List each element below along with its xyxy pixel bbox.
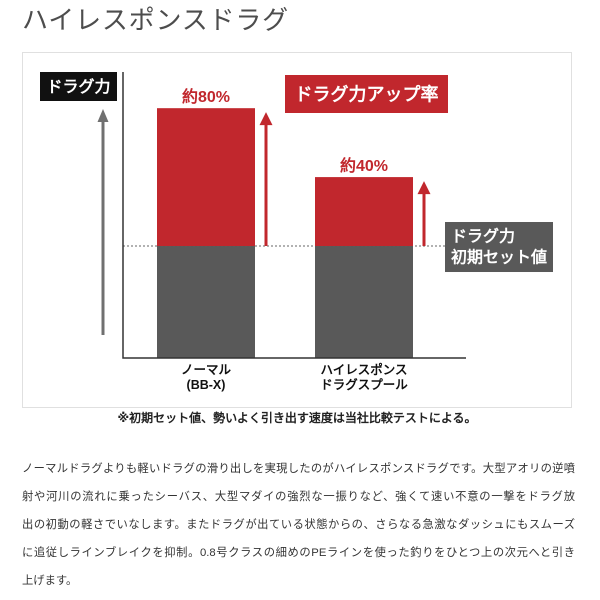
- data-label-normal-bb-x: 約80%: [182, 87, 230, 106]
- data-label-high-response-drag-spool: 約40%: [340, 156, 388, 175]
- data-labels: 約80% 約40%: [182, 87, 388, 175]
- description-line: に追従しラインブレイクを抑制。0.8号クラスの細めのPEラインを使った釣りをひと…: [22, 547, 575, 559]
- description-paragraph: ノーマルドラグよりも軽いドラグの滑り出しを実現したのがハイレスポンスドラグです。…: [22, 455, 575, 595]
- arrow-up-icon: [417, 181, 431, 195]
- increase-arrow-normal-bb-x: [259, 112, 273, 247]
- bar-initial-set-value-high-response-drag-spool: [315, 246, 413, 358]
- x-tick-label-high-response-drag-spool: ハイレスポンスドラグスプール: [320, 362, 408, 392]
- x-tick-label-line: (BB-X): [187, 378, 226, 392]
- arrow-up-icon: [97, 109, 109, 122]
- chart-footnote: ※初期セット値、勢いよく引き出す速度は当社比較テストによる。: [117, 411, 477, 425]
- initial-set-value-badge: [445, 222, 553, 273]
- drag-force-chart: ドラグ力 約80% 約40% ノーマル(BB-X) ハイレスポンスドラグスプール ド…: [40, 72, 553, 392]
- y-axis-direction-arrow: [97, 109, 109, 335]
- initial-set-value-label-line: ドラグ力: [451, 227, 515, 246]
- initial-set-value-label: ドラグ力 初期セット値: [451, 227, 547, 267]
- drag-increase-badge: [285, 75, 448, 113]
- chart-axes: [122, 72, 466, 359]
- x-tick-label-normal-bb-x: ノーマル(BB-X): [181, 363, 232, 392]
- x-tick-label-line: ハイレスポンス: [320, 362, 407, 377]
- y-axis-label: ドラグ力: [46, 77, 110, 96]
- y-axis-label-background: [40, 72, 117, 101]
- description-line: 上げます。: [22, 575, 78, 587]
- page-title: ハイレスポンスドラグ: [22, 6, 289, 35]
- y-axis-label-badge: ドラグ力: [40, 72, 117, 101]
- description-line: 出の初動の軽さでいなします。またドラグが出ている状態からの、さらなる急激なダッシ…: [22, 519, 575, 531]
- bar-drag-increase-high-response-drag-spool: [315, 177, 413, 247]
- x-tick-label-line: ドラグスプール: [320, 377, 408, 392]
- bar-initial-set-value-normal-bb-x: [157, 246, 255, 358]
- chart-frame: ドラグ力 約80% 約40% ノーマル(BB-X) ハイレスポンスドラグスプール ド…: [22, 52, 572, 408]
- initial-set-value-label-line: 初期セット値: [451, 248, 547, 267]
- description-line: ノーマルドラグよりも軽いドラグの滑り出しを実現したのがハイレスポンスドラグです。…: [22, 463, 575, 475]
- drag-increase-label: ドラグ力アップ率: [295, 84, 439, 105]
- legend-initial-set-value: ドラグ力 初期セット値: [445, 222, 553, 273]
- increase-arrows: [259, 112, 431, 247]
- bar-drag-increase-normal-bb-x: [157, 108, 255, 247]
- bars: [157, 108, 413, 358]
- increase-arrow-high-response-drag-spool: [417, 181, 431, 247]
- x-tick-label-line: ノーマル: [181, 363, 232, 377]
- x-tick-labels: ノーマル(BB-X) ハイレスポンスドラグスプール: [181, 362, 408, 392]
- legend-drag-increase: ドラグ力アップ率: [285, 75, 448, 113]
- arrow-up-icon: [259, 112, 273, 126]
- description-line: 射や河川の流れに乗ったシーバス、大型マダイの強烈な一振りなど、強くて速い不意の一…: [22, 491, 575, 503]
